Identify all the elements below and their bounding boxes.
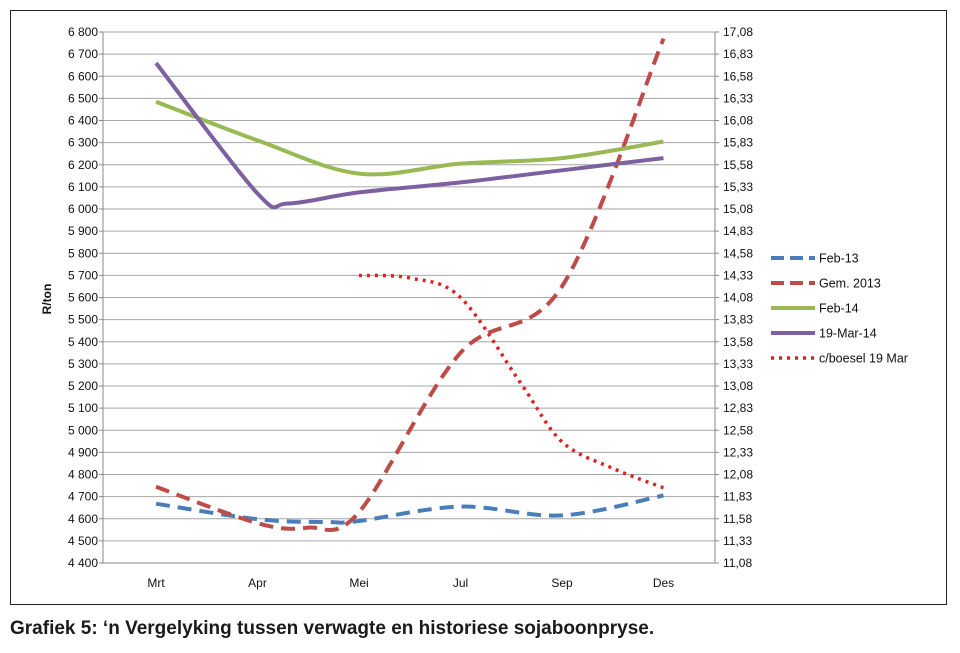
y-tick-label: 5 900: [68, 224, 98, 238]
legend-label: c/boesel 19 Mar: [819, 352, 908, 366]
y-tick-label: 4 600: [68, 512, 98, 526]
x-tick-label: Jul: [453, 576, 468, 590]
y2-tick-label: 15,08: [723, 202, 753, 216]
y2-tick-label: 13,58: [723, 335, 753, 349]
y-tick-label: 6 200: [68, 158, 98, 172]
y2-tick-label: 16,58: [723, 69, 753, 83]
legend: Feb-13 Gem. 2013 Feb-14 19-Mar-14 c/boesel 1…: [771, 252, 908, 366]
y2-tick-label: 16,83: [723, 47, 753, 61]
y2-tick-label: 11,58: [723, 512, 752, 526]
y-tick-label: 6 100: [68, 180, 98, 194]
y2-tick-label: 12,83: [723, 401, 753, 415]
y-tick-label: 5 000: [68, 423, 98, 437]
gridlines: [103, 31, 715, 542]
y-tick-label: 4 400: [68, 556, 98, 570]
right-axis-ticks: 11,08 11,33 11,58 11,83 12,08 12,33 12,58 12,83…: [715, 25, 753, 570]
y2-tick-label: 14,08: [723, 291, 753, 305]
y2-tick-label: 11,33: [723, 534, 752, 548]
y-tick-label: 4 500: [68, 534, 98, 548]
left-axis-ticks: 4 400 4 500 4 600 4 700 4 800 4 900 5 000 5 100…: [68, 25, 103, 570]
y2-tick-label: 16,08: [723, 114, 753, 128]
legend-label: Feb-14: [819, 302, 859, 316]
y-tick-label: 6 000: [68, 202, 98, 216]
y2-tick-label: 14,58: [723, 246, 753, 260]
y2-tick-label: 16,33: [723, 91, 753, 105]
legend-label: Feb-13: [819, 252, 859, 266]
y-tick-label: 5 700: [68, 268, 98, 282]
y2-tick-label: 15,33: [723, 180, 753, 194]
y-tick-label: 6 300: [68, 136, 98, 150]
series-line: [155, 99, 664, 177]
y-tick-label: 4 800: [68, 468, 98, 482]
legend-label: Gem. 2013: [819, 277, 881, 291]
y-tick-label: 5 400: [68, 335, 98, 349]
y-tick-label: 6 500: [68, 91, 98, 105]
y2-tick-label: 13,83: [723, 313, 753, 327]
x-axis-ticks: Mrt Apr Mei Jul Sep Des: [147, 576, 674, 590]
y2-tick-label: 11,83: [723, 490, 752, 504]
chart-frame: 4 400 4 500 4 600 4 700 4 800 4 900 5 000 5 100…: [10, 10, 947, 605]
y-tick-label: 4 700: [68, 490, 98, 504]
y2-tick-label: 14,83: [723, 224, 753, 238]
y2-tick-label: 17,08: [723, 25, 753, 39]
x-tick-label: Mrt: [147, 576, 165, 590]
series-line: [154, 61, 664, 210]
y-tick-label: 5 300: [68, 357, 98, 371]
y-tick-label: 6 700: [68, 47, 98, 61]
y-tick-label: 6 600: [68, 69, 98, 83]
y2-tick-label: 14,33: [723, 268, 753, 282]
chart-caption: Grafiek 5: ‘n Vergelyking tussen verwagt…: [10, 618, 655, 639]
y2-tick-label: 13,33: [723, 357, 753, 371]
y-tick-label: 5 100: [68, 401, 98, 415]
series-lines: [154, 37, 666, 532]
y-axis-title: R/ton: [40, 284, 54, 315]
x-tick-label: Sep: [551, 576, 573, 590]
y-tick-label: 6 800: [68, 25, 98, 39]
y2-tick-label: 15,83: [723, 136, 753, 150]
y-tick-label: 5 500: [68, 313, 98, 327]
line-chart: 4 400 4 500 4 600 4 700 4 800 4 900 5 000 5 100…: [40, 25, 908, 590]
series-line: [155, 493, 664, 525]
y-tick-label: 5 800: [68, 246, 98, 260]
y2-tick-label: 12,33: [723, 445, 753, 459]
x-tick-label: Mei: [349, 576, 368, 590]
y2-tick-label: 12,58: [723, 423, 753, 437]
x-tick-label: Apr: [248, 576, 267, 590]
legend-label: 19-Mar-14: [819, 327, 877, 341]
y-tick-label: 5 600: [68, 291, 98, 305]
y-tick-label: 5 200: [68, 379, 98, 393]
y2-tick-label: 11,08: [723, 556, 752, 570]
x-tick-label: Des: [653, 576, 674, 590]
y2-tick-label: 15,58: [723, 158, 753, 172]
y2-tick-label: 12,08: [723, 468, 753, 482]
y-tick-label: 4 900: [68, 445, 98, 459]
y2-tick-label: 13,08: [723, 379, 753, 393]
y-tick-label: 6 400: [68, 114, 98, 128]
series-line: [358, 273, 665, 490]
